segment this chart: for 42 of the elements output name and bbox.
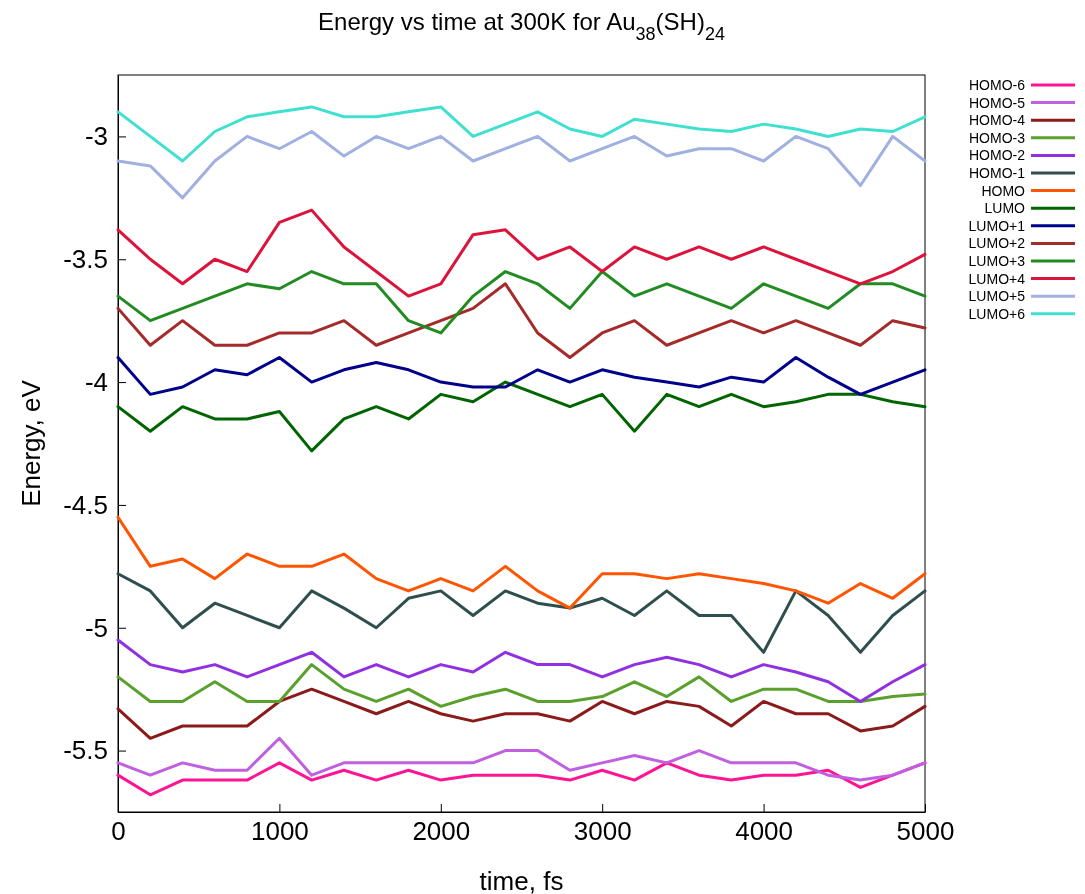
y-tick-label: -4 bbox=[84, 366, 108, 397]
legend-label: HOMO-3 bbox=[969, 129, 1026, 146]
x-tick-label: 1000 bbox=[250, 816, 309, 847]
chart-title: Energy vs time at 300K for Au$_{38}$(SH)$_{24}$ bbox=[318, 8, 725, 44]
x-tick-label: 5000 bbox=[896, 816, 955, 847]
line-series bbox=[116, 270, 927, 335]
y-tick-label: -4.5 bbox=[63, 489, 108, 520]
y-tick-label: -3.5 bbox=[63, 244, 108, 275]
legend-label: LUMO+2 bbox=[968, 235, 1026, 252]
x-axis-title: time, fs bbox=[479, 866, 564, 894]
legend-label: LUMO+3 bbox=[968, 253, 1026, 269]
line-series bbox=[116, 663, 927, 708]
y-tick-label: -3 bbox=[84, 121, 108, 152]
line-series bbox=[116, 515, 927, 610]
legend-label: LUMO bbox=[984, 200, 1026, 217]
line-series bbox=[116, 356, 927, 396]
x-tick-label: 0 bbox=[111, 816, 126, 847]
y-tick-label: -5 bbox=[84, 612, 108, 643]
line-series bbox=[116, 380, 927, 453]
legend-label: HOMO-1 bbox=[969, 165, 1026, 181]
line-series bbox=[116, 130, 927, 200]
legend-label: HOMO-4 bbox=[969, 112, 1026, 129]
legend-label: LUMO+1 bbox=[968, 217, 1026, 234]
legend-label: LUMO+6 bbox=[968, 305, 1026, 322]
line-series bbox=[116, 736, 927, 782]
line-series bbox=[116, 282, 927, 360]
line-series bbox=[116, 687, 927, 740]
x-tick-label: 2000 bbox=[412, 816, 471, 847]
line-series bbox=[116, 638, 927, 703]
legend-label: LUMO+5 bbox=[968, 288, 1026, 305]
line-series bbox=[116, 572, 927, 654]
line-series bbox=[116, 105, 927, 163]
legend-label: HOMO-5 bbox=[969, 94, 1026, 111]
line-series bbox=[116, 208, 927, 298]
legend-label: LUMO+4 bbox=[968, 270, 1026, 287]
y-tick-label: -5.5 bbox=[63, 735, 108, 766]
x-tick-label: 3000 bbox=[573, 816, 632, 847]
legend-label: HOMO bbox=[981, 182, 1026, 199]
x-tick-label: 4000 bbox=[735, 816, 794, 847]
legend-label: HOMO-2 bbox=[969, 147, 1026, 164]
legend-label: HOMO-6 bbox=[969, 77, 1026, 93]
y-axis-title: Energy, eV bbox=[16, 379, 46, 507]
